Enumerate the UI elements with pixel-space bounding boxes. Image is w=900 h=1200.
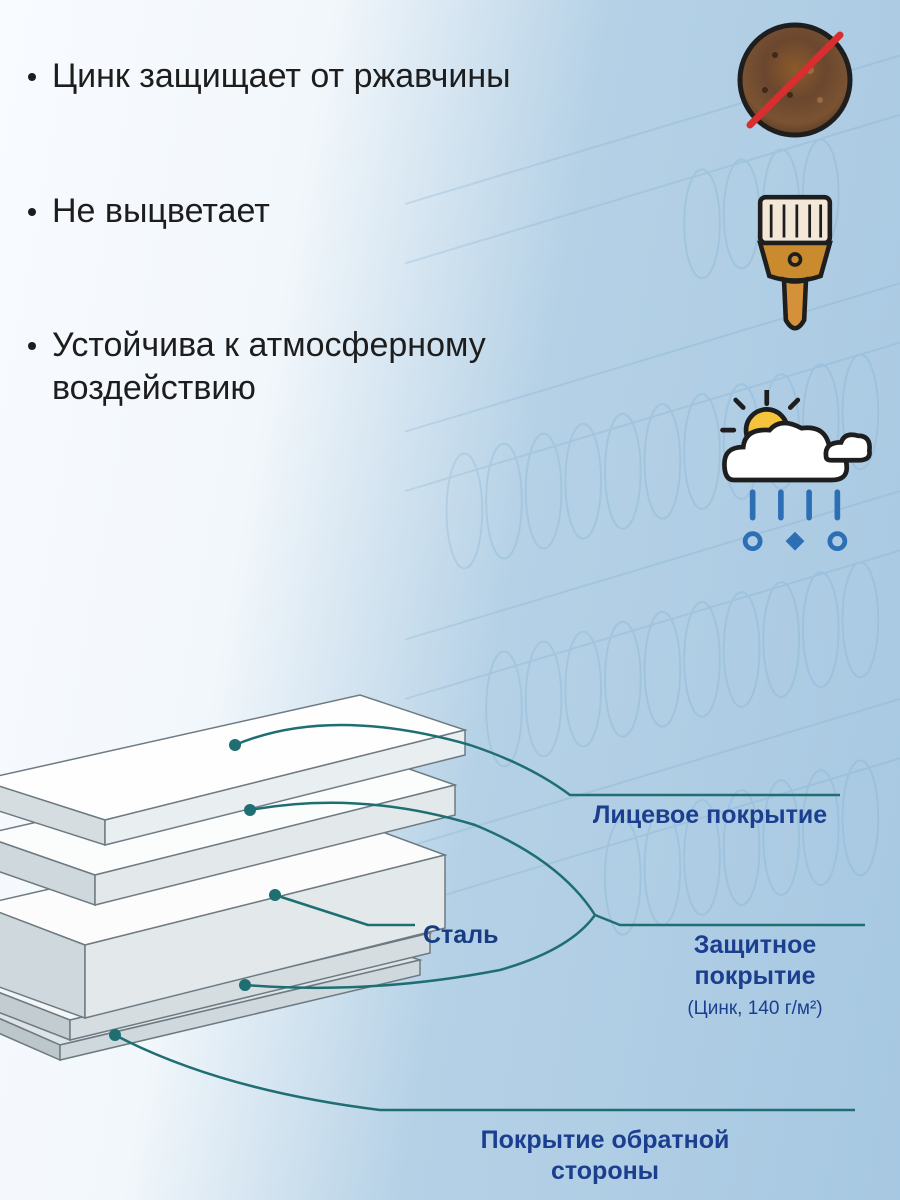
no-rust-icon [735,20,855,140]
bullet-text: Цинк защищает от ржавчины [52,55,511,98]
weather-icon [715,390,875,570]
callout-label: Защитное покрытие [694,931,817,990]
bullet-dot-icon [28,342,36,350]
callout-label: Сталь [423,921,498,949]
callout-steel: Сталь [423,920,498,951]
callout-face-coating: Лицевое покрытие [580,800,840,831]
bullet-item: Не выцветает [28,190,648,233]
callout-sublabel: (Цинк, 140 г/м²) [630,997,880,1021]
bullets-list: Цинк защищает от ржавчины Не выцветает У… [28,55,648,501]
icon-column [720,20,870,570]
callout-protective-coating: Защитное покрытие (Цинк, 140 г/м²) [630,930,880,1020]
callout-label: Лицевое покрытие [593,801,827,829]
bullet-dot-icon [28,208,36,216]
callout-back-coating: Покрытие обратной стороны [455,1125,755,1188]
paint-brush-icon [735,185,855,345]
bullet-dot-icon [28,73,36,81]
callout-label: Покрытие обратной стороны [481,1126,730,1185]
bullet-text: Устойчива к атмосферному воздействию [52,324,648,409]
bullet-item: Цинк защищает от ржавчины [28,55,648,98]
bullet-item: Устойчива к атмосферному воздействию [28,324,648,409]
bullet-text: Не выцветает [52,190,270,233]
